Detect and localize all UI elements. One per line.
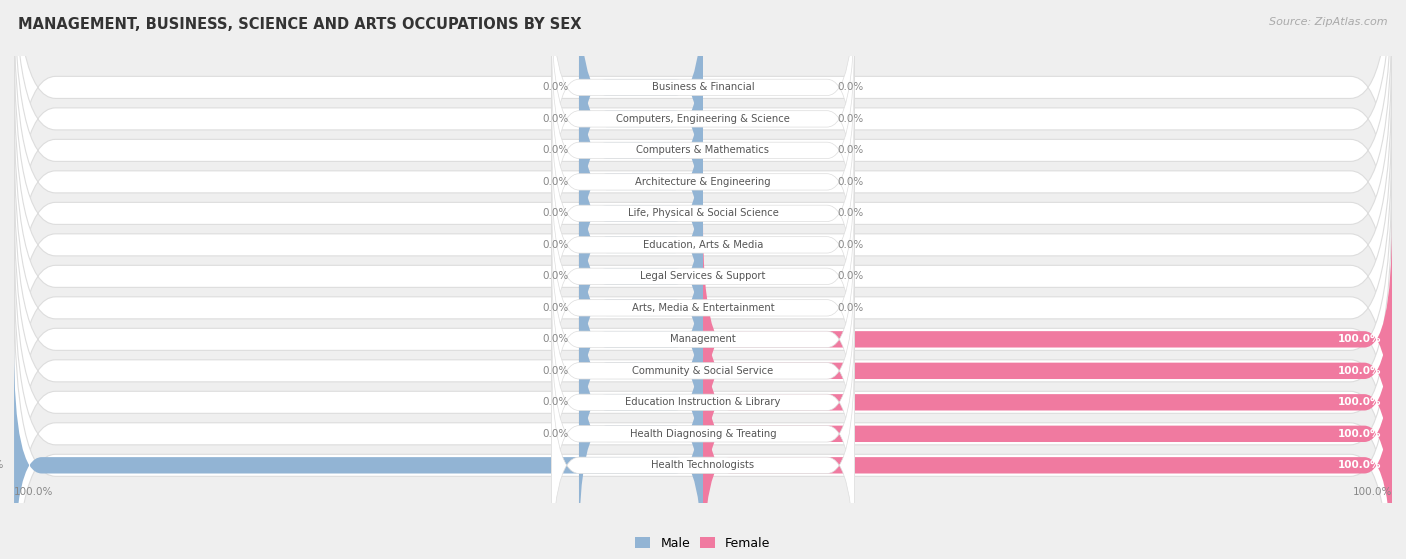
FancyBboxPatch shape	[14, 35, 1392, 391]
Text: Health Diagnosing & Treating: Health Diagnosing & Treating	[630, 429, 776, 439]
Text: Education Instruction & Library: Education Instruction & Library	[626, 397, 780, 408]
Text: 100.0%: 100.0%	[1353, 487, 1392, 497]
FancyBboxPatch shape	[14, 4, 1392, 360]
Text: 0.0%: 0.0%	[838, 177, 863, 187]
Text: 100.0%: 100.0%	[14, 487, 53, 497]
FancyBboxPatch shape	[579, 316, 703, 552]
Text: 0.0%: 0.0%	[543, 397, 568, 408]
FancyBboxPatch shape	[579, 253, 703, 489]
FancyBboxPatch shape	[703, 253, 1392, 489]
Text: 0.0%: 0.0%	[543, 209, 568, 219]
FancyBboxPatch shape	[579, 0, 703, 205]
Text: 0.0%: 0.0%	[543, 114, 568, 124]
Text: Computers & Mathematics: Computers & Mathematics	[637, 145, 769, 155]
Text: Community & Social Service: Community & Social Service	[633, 366, 773, 376]
FancyBboxPatch shape	[703, 348, 1392, 559]
Text: 0.0%: 0.0%	[838, 303, 863, 313]
FancyBboxPatch shape	[551, 64, 855, 300]
FancyBboxPatch shape	[551, 0, 855, 205]
FancyBboxPatch shape	[14, 0, 1392, 328]
Text: 0.0%: 0.0%	[543, 366, 568, 376]
Text: 100.0%: 100.0%	[1339, 366, 1382, 376]
FancyBboxPatch shape	[703, 316, 1392, 552]
FancyBboxPatch shape	[14, 348, 703, 559]
Text: 100.0%: 100.0%	[1339, 334, 1382, 344]
Text: 100.0%: 100.0%	[1339, 397, 1382, 408]
Text: 0.0%: 0.0%	[543, 429, 568, 439]
FancyBboxPatch shape	[551, 348, 855, 559]
FancyBboxPatch shape	[703, 285, 1392, 520]
FancyBboxPatch shape	[551, 221, 855, 457]
FancyBboxPatch shape	[551, 96, 855, 331]
Text: 0.0%: 0.0%	[543, 271, 568, 281]
Text: 0.0%: 0.0%	[838, 271, 863, 281]
FancyBboxPatch shape	[579, 64, 703, 300]
FancyBboxPatch shape	[551, 190, 855, 425]
FancyBboxPatch shape	[14, 130, 1392, 486]
FancyBboxPatch shape	[14, 193, 1392, 549]
FancyBboxPatch shape	[551, 1, 855, 236]
Text: 0.0%: 0.0%	[543, 334, 568, 344]
FancyBboxPatch shape	[551, 285, 855, 520]
FancyBboxPatch shape	[551, 127, 855, 363]
Text: 0.0%: 0.0%	[543, 145, 568, 155]
FancyBboxPatch shape	[551, 253, 855, 489]
FancyBboxPatch shape	[703, 221, 1392, 457]
Text: 0.0%: 0.0%	[543, 240, 568, 250]
Text: Legal Services & Support: Legal Services & Support	[640, 271, 766, 281]
Text: 0.0%: 0.0%	[838, 82, 863, 92]
Text: 0.0%: 0.0%	[543, 82, 568, 92]
Text: Architecture & Engineering: Architecture & Engineering	[636, 177, 770, 187]
Text: Computers, Engineering & Science: Computers, Engineering & Science	[616, 114, 790, 124]
Text: Arts, Media & Entertainment: Arts, Media & Entertainment	[631, 303, 775, 313]
FancyBboxPatch shape	[14, 0, 1392, 266]
FancyBboxPatch shape	[551, 32, 855, 268]
FancyBboxPatch shape	[14, 287, 1392, 559]
FancyBboxPatch shape	[579, 221, 703, 457]
FancyBboxPatch shape	[14, 98, 1392, 454]
Text: Health Technologists: Health Technologists	[651, 460, 755, 470]
Text: 0.0%: 0.0%	[838, 209, 863, 219]
Text: 100.0%: 100.0%	[0, 460, 4, 470]
FancyBboxPatch shape	[579, 190, 703, 425]
Text: 100.0%: 100.0%	[1339, 429, 1382, 439]
Text: 100.0%: 100.0%	[1339, 460, 1382, 470]
FancyBboxPatch shape	[579, 32, 703, 268]
FancyBboxPatch shape	[14, 162, 1392, 517]
FancyBboxPatch shape	[14, 0, 1392, 297]
Text: 0.0%: 0.0%	[543, 177, 568, 187]
FancyBboxPatch shape	[551, 159, 855, 394]
FancyBboxPatch shape	[14, 256, 1392, 559]
FancyBboxPatch shape	[579, 127, 703, 363]
Text: 0.0%: 0.0%	[838, 145, 863, 155]
Text: Business & Financial: Business & Financial	[652, 82, 754, 92]
FancyBboxPatch shape	[579, 96, 703, 331]
FancyBboxPatch shape	[579, 159, 703, 394]
Text: 0.0%: 0.0%	[838, 114, 863, 124]
FancyBboxPatch shape	[579, 285, 703, 520]
FancyBboxPatch shape	[14, 224, 1392, 559]
Legend: Male, Female: Male, Female	[630, 532, 776, 555]
Text: 0.0%: 0.0%	[838, 240, 863, 250]
Text: 0.0%: 0.0%	[543, 303, 568, 313]
FancyBboxPatch shape	[579, 1, 703, 236]
Text: Management: Management	[671, 334, 735, 344]
Text: Source: ZipAtlas.com: Source: ZipAtlas.com	[1270, 17, 1388, 27]
Text: Life, Physical & Social Science: Life, Physical & Social Science	[627, 209, 779, 219]
FancyBboxPatch shape	[14, 67, 1392, 423]
Text: Education, Arts & Media: Education, Arts & Media	[643, 240, 763, 250]
FancyBboxPatch shape	[551, 316, 855, 552]
Text: MANAGEMENT, BUSINESS, SCIENCE AND ARTS OCCUPATIONS BY SEX: MANAGEMENT, BUSINESS, SCIENCE AND ARTS O…	[18, 17, 582, 32]
